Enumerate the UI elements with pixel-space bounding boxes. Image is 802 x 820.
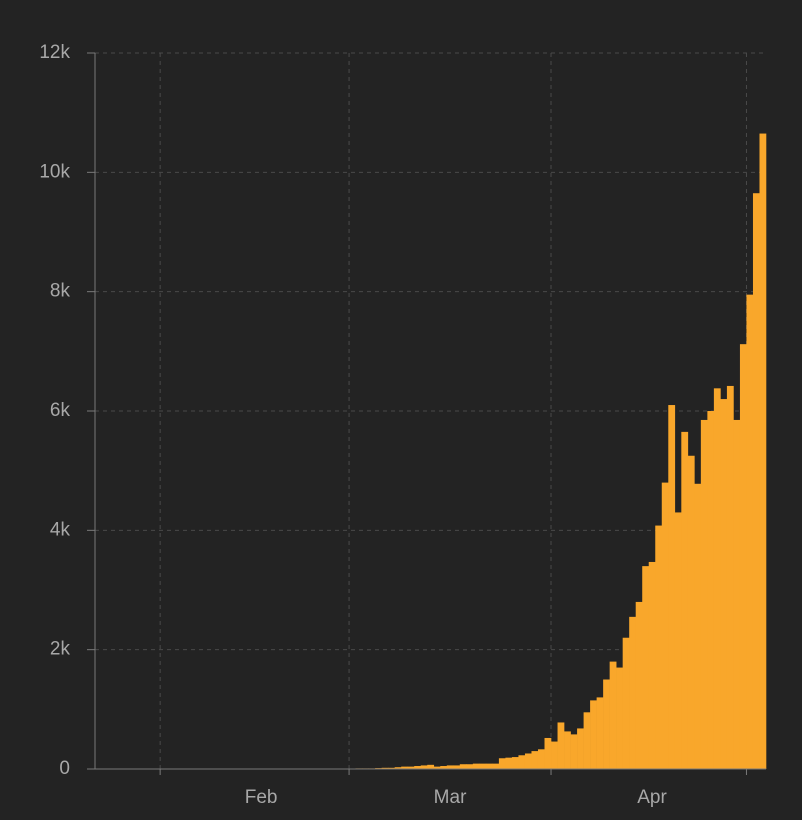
bar bbox=[720, 399, 728, 769]
bar bbox=[596, 697, 604, 769]
bar bbox=[427, 764, 435, 769]
y-tick-label: 12k bbox=[39, 42, 70, 63]
bar bbox=[472, 763, 480, 769]
bar bbox=[733, 419, 741, 769]
bar bbox=[752, 193, 760, 769]
bar bbox=[661, 482, 669, 769]
bar bbox=[544, 737, 552, 769]
bar bbox=[453, 765, 461, 769]
bar bbox=[518, 755, 526, 769]
bar bbox=[492, 763, 500, 769]
bar bbox=[394, 767, 402, 769]
bar bbox=[668, 405, 676, 769]
bar bbox=[707, 411, 715, 769]
bar bbox=[498, 758, 506, 769]
bar bbox=[531, 751, 539, 769]
bar bbox=[557, 722, 565, 769]
bar bbox=[648, 561, 656, 769]
bar bbox=[511, 757, 519, 769]
y-tick-label: 6k bbox=[50, 400, 71, 421]
bar bbox=[401, 766, 408, 769]
bar bbox=[687, 455, 695, 769]
y-tick-label: 0 bbox=[59, 758, 70, 779]
bar bbox=[505, 757, 513, 769]
bar bbox=[635, 601, 643, 769]
bar bbox=[700, 419, 708, 769]
bar bbox=[479, 763, 487, 769]
y-tick-label: 4k bbox=[50, 519, 71, 540]
bar bbox=[674, 512, 682, 769]
y-tick-label: 2k bbox=[50, 639, 71, 660]
bar bbox=[388, 767, 395, 769]
bar bbox=[739, 344, 747, 769]
y-tick-label: 8k bbox=[50, 281, 71, 302]
bar bbox=[407, 766, 415, 769]
bar bbox=[759, 133, 767, 770]
bar bbox=[583, 712, 591, 769]
bar bbox=[466, 764, 474, 769]
bar bbox=[414, 766, 422, 769]
bar bbox=[564, 731, 571, 769]
bar bbox=[629, 616, 637, 769]
bar bbox=[590, 700, 597, 769]
bar bbox=[694, 483, 702, 769]
bar bbox=[459, 764, 467, 769]
y-tick-label: 10k bbox=[39, 161, 70, 182]
bar bbox=[446, 765, 454, 769]
x-tick-label: Feb bbox=[245, 787, 278, 808]
bar bbox=[681, 431, 689, 769]
bar bbox=[381, 767, 389, 769]
bar bbox=[485, 763, 493, 769]
bar bbox=[433, 766, 441, 769]
bar bbox=[713, 388, 721, 769]
bar bbox=[570, 734, 578, 769]
x-tick-label: Mar bbox=[434, 787, 467, 808]
bar bbox=[642, 566, 650, 769]
bar bbox=[746, 294, 754, 769]
bar bbox=[726, 385, 734, 769]
bar bbox=[537, 749, 545, 769]
bar bbox=[577, 728, 584, 769]
bar bbox=[622, 637, 630, 769]
x-tick-label: Apr bbox=[637, 787, 667, 808]
bar bbox=[524, 753, 532, 769]
bar bbox=[655, 525, 663, 769]
bar bbox=[420, 765, 428, 769]
bar bbox=[616, 667, 623, 769]
bar bbox=[551, 741, 558, 769]
bar bbox=[440, 766, 448, 769]
bar bbox=[603, 679, 610, 769]
bar bbox=[609, 661, 617, 769]
